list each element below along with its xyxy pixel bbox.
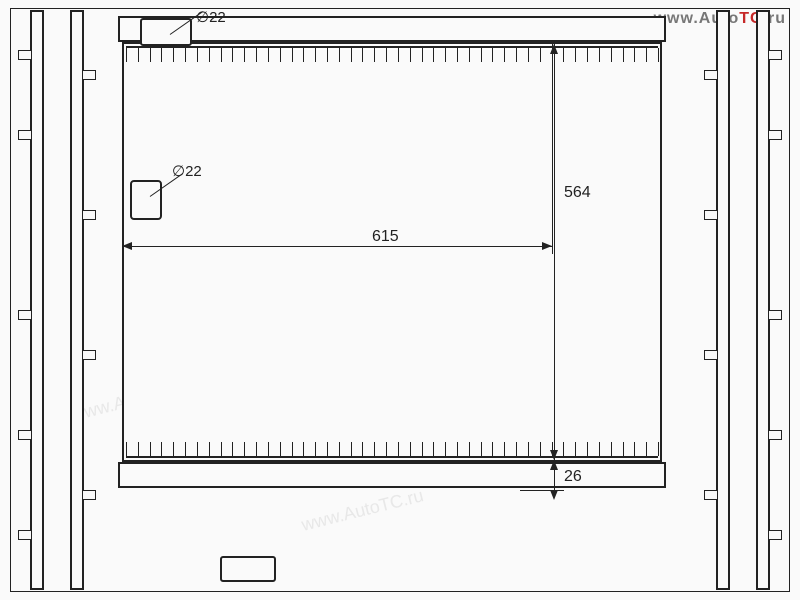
arrow-w-right bbox=[542, 242, 552, 250]
dim-line-width bbox=[122, 246, 552, 247]
side-profile-left-inner bbox=[60, 10, 94, 590]
core-fins-bottom bbox=[126, 442, 658, 458]
ext-w-right bbox=[552, 44, 553, 254]
radiator-core bbox=[122, 42, 662, 462]
inlet-port-top bbox=[140, 18, 192, 46]
ext-thk-bot bbox=[520, 490, 564, 491]
arrow-t-down bbox=[550, 490, 558, 500]
arrow-w-left bbox=[122, 242, 132, 250]
dim-thickness: 26 bbox=[562, 468, 584, 486]
side-profile-right-outer bbox=[746, 10, 780, 590]
arrow-t-up bbox=[550, 460, 558, 470]
dia-label-side: ∅22 bbox=[172, 162, 202, 180]
dim-height: 564 bbox=[562, 184, 593, 202]
arrow-h-up bbox=[550, 44, 558, 54]
dia-label-top: ∅22 bbox=[196, 8, 226, 26]
outlet-port-side bbox=[130, 180, 162, 220]
core-fins-top bbox=[126, 46, 658, 62]
side-profile-left-outer bbox=[20, 10, 54, 590]
dim-width: 615 bbox=[370, 228, 401, 246]
drain-port-bottom bbox=[220, 556, 276, 582]
bottom-tank bbox=[118, 462, 666, 488]
arrow-h-down bbox=[550, 450, 558, 460]
dim-line-height bbox=[554, 44, 555, 460]
side-profile-right-inner bbox=[706, 10, 740, 590]
